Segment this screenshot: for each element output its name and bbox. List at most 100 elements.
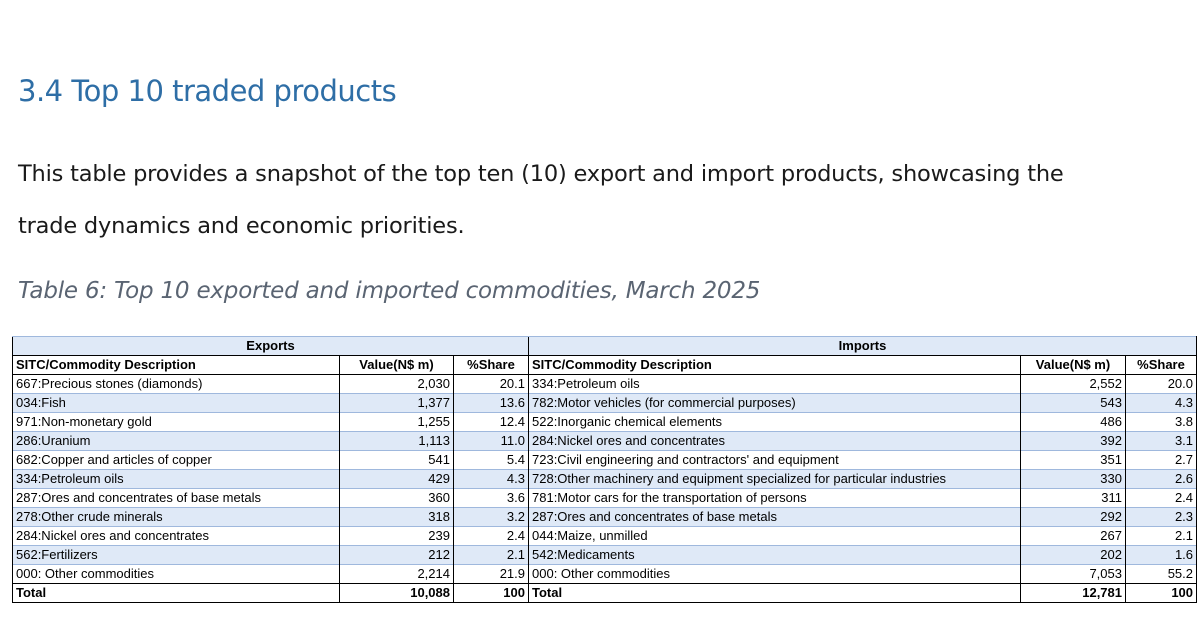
imports-value-cell: 311 [1020, 488, 1126, 508]
exports-value-cell: 212 [339, 545, 454, 565]
exports-desc-cell: 971:Non-monetary gold [12, 412, 340, 432]
exports-value-cell: 318 [339, 507, 454, 527]
imports-desc-cell: 542:Medicaments [528, 545, 1021, 565]
exports-share-cell: 13.6 [453, 393, 529, 413]
imports-share-cell: 2.7 [1124, 450, 1198, 470]
table-row: 682:Copper and articles of copper 541 5.4 7… [12, 450, 1198, 470]
exports-desc-cell: 000: Other commodities [12, 564, 340, 584]
exports-total-share: 100 [453, 583, 529, 603]
imports-desc-cell: 287:Ores and concentrates of base metals [528, 507, 1021, 527]
table-row: 562:Fertilizers 212 2.1 542:Medicaments 202 1… [12, 545, 1198, 565]
table-row: 278:Other crude minerals 318 3.2 287:Ores a… [12, 507, 1198, 527]
imports-desc-cell: 781:Motor cars for the transportation of… [528, 488, 1021, 508]
imports-share-cell: 4.3 [1124, 393, 1198, 413]
exports-total-value: 10,088 [339, 583, 454, 603]
imports-total-label: Total [528, 583, 1021, 603]
exports-desc-header: SITC/Commodity Description [12, 355, 340, 375]
exports-share-cell: 2.4 [453, 526, 529, 546]
exports-value-cell: 2,214 [339, 564, 454, 584]
imports-value-cell: 392 [1020, 431, 1126, 451]
exports-value-cell: 1,255 [339, 412, 454, 432]
table-row: 286:Uranium 1,113 11.0 284:Nickel ores and … [12, 431, 1198, 451]
imports-value-cell: 292 [1020, 507, 1126, 527]
exports-share-cell: 11.0 [453, 431, 529, 451]
imports-desc-cell: 728:Other machinery and equipment specia… [528, 469, 1021, 489]
imports-value-cell: 330 [1020, 469, 1126, 489]
exports-share-header: %Share [453, 355, 529, 375]
table-row: 284:Nickel ores and concentrates 239 2.4 04… [12, 526, 1198, 546]
imports-share-cell: 2.4 [1124, 488, 1198, 508]
exports-desc-cell: 286:Uranium [12, 431, 340, 451]
exports-value-cell: 429 [339, 469, 454, 489]
table-row: 971:Non-monetary gold 1,255 12.4 522:Inorga… [12, 412, 1198, 432]
imports-desc-cell: 334:Petroleum oils [528, 374, 1021, 394]
table-row: 287:Ores and concentrates of base metals… [12, 488, 1198, 508]
exports-desc-cell: 287:Ores and concentrates of base metals [12, 488, 340, 508]
table-row: 000: Other commodities 2,214 21.9 000: Othe… [12, 564, 1198, 584]
imports-desc-header: SITC/Commodity Description [528, 355, 1021, 375]
imports-value-cell: 267 [1020, 526, 1126, 546]
exports-value-cell: 239 [339, 526, 454, 546]
intro-paragraph-line: This table provides a snapshot of the to… [18, 161, 1064, 187]
imports-share-cell: 55.2 [1124, 564, 1198, 584]
exports-value-cell: 1,113 [339, 431, 454, 451]
imports-share-cell: 3.1 [1124, 431, 1198, 451]
imports-share-header: %Share [1124, 355, 1198, 375]
exports-share-cell: 2.1 [453, 545, 529, 565]
imports-share-cell: 2.6 [1124, 469, 1198, 489]
imports-value-header: Value(N$ m) [1020, 355, 1126, 375]
exports-desc-cell: 284:Nickel ores and concentrates [12, 526, 340, 546]
section-heading: 3.4 Top 10 traded products [18, 74, 397, 108]
exports-desc-cell: 682:Copper and articles of copper [12, 450, 340, 470]
exports-share-cell: 3.2 [453, 507, 529, 527]
exports-desc-cell: 667:Precious stones (diamonds) [12, 374, 340, 394]
exports-value-cell: 2,030 [339, 374, 454, 394]
table-caption: Table 6: Top 10 exported and imported co… [18, 278, 761, 304]
exports-share-cell: 12.4 [453, 412, 529, 432]
exports-share-cell: 3.6 [453, 488, 529, 508]
imports-value-cell: 202 [1020, 545, 1126, 565]
imports-total-share: 100 [1124, 583, 1198, 603]
imports-desc-cell: 000: Other commodities [528, 564, 1021, 584]
imports-value-cell: 351 [1020, 450, 1126, 470]
imports-share-cell: 1.6 [1124, 545, 1198, 565]
exports-value-header: Value(N$ m) [339, 355, 454, 375]
imports-share-cell: 2.1 [1124, 526, 1198, 546]
intro-paragraph-line: trade dynamics and economic priorities. [18, 213, 465, 239]
imports-desc-cell: 044:Maize, unmilled [528, 526, 1021, 546]
imports-share-cell: 20.0 [1124, 374, 1198, 394]
imports-share-cell: 3.8 [1124, 412, 1198, 432]
exports-desc-cell: 278:Other crude minerals [12, 507, 340, 527]
exports-value-cell: 360 [339, 488, 454, 508]
table-group-header-row: Exports Imports [12, 336, 1198, 356]
imports-desc-cell: 284:Nickel ores and concentrates [528, 431, 1021, 451]
table-row: 667:Precious stones (diamonds) 2,030 20.1 3… [12, 374, 1198, 394]
exports-share-cell: 4.3 [453, 469, 529, 489]
imports-desc-cell: 782:Motor vehicles (for commercial purpo… [528, 393, 1021, 413]
imports-value-cell: 2,552 [1020, 374, 1126, 394]
exports-desc-cell: 034:Fish [12, 393, 340, 413]
table-row: 334:Petroleum oils 429 4.3 728:Other machin… [12, 469, 1198, 489]
table-column-header-row: SITC/Commodity Description Value(N$ m) %… [12, 355, 1198, 375]
exports-share-cell: 20.1 [453, 374, 529, 394]
exports-desc-cell: 334:Petroleum oils [12, 469, 340, 489]
imports-desc-cell: 723:Civil engineering and contractors' a… [528, 450, 1021, 470]
imports-group-header: Imports [527, 336, 1198, 356]
imports-share-cell: 2.3 [1124, 507, 1198, 527]
imports-total-value: 12,781 [1020, 583, 1126, 603]
table-body: 667:Precious stones (diamonds) 2,030 20.1 3… [12, 374, 1198, 584]
imports-desc-cell: 522:Inorganic chemical elements [528, 412, 1021, 432]
exports-desc-cell: 562:Fertilizers [12, 545, 340, 565]
imports-value-cell: 7,053 [1020, 564, 1126, 584]
commodities-table: Exports Imports SITC/Commodity Descripti… [12, 336, 1198, 603]
exports-value-cell: 541 [339, 450, 454, 470]
intro-paragraph: This table provides a snapshot of the to… [18, 148, 1200, 252]
exports-total-label: Total [12, 583, 340, 603]
table-row: 034:Fish 1,377 13.6 782:Motor vehicles (for… [12, 393, 1198, 413]
table-total-row: Total 10,088 100 Total 12,781 100 [12, 583, 1198, 603]
imports-value-cell: 486 [1020, 412, 1126, 432]
exports-share-cell: 21.9 [453, 564, 529, 584]
imports-value-cell: 543 [1020, 393, 1126, 413]
exports-value-cell: 1,377 [339, 393, 454, 413]
exports-group-header: Exports [12, 336, 529, 356]
